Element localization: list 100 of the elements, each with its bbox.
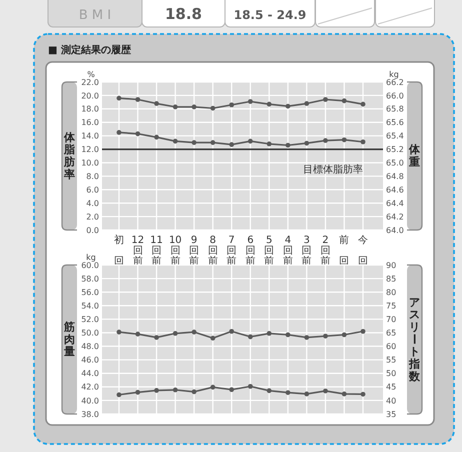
point bbox=[342, 98, 347, 104]
point bbox=[342, 332, 347, 338]
y2-tick-label: 66.2 bbox=[386, 78, 404, 87]
y2-tick-label: 65.8 bbox=[386, 104, 404, 114]
y-tick-label: 10.0 bbox=[81, 158, 99, 168]
y-tick-label: 2.0 bbox=[86, 212, 99, 222]
point bbox=[266, 102, 272, 107]
text: kg bbox=[389, 70, 399, 79]
point bbox=[192, 389, 196, 394]
point bbox=[154, 335, 159, 340]
y2-tick-label: 64.0 bbox=[386, 226, 404, 235]
y2-tick-label: 75 bbox=[386, 301, 396, 310]
y-tick-label: 52.0 bbox=[81, 314, 99, 324]
y2-tick-label: 40 bbox=[386, 396, 396, 406]
x-tick-label: 今回 bbox=[358, 234, 368, 267]
point bbox=[135, 390, 140, 395]
y2-tick-label: 64.4 bbox=[386, 198, 404, 208]
point bbox=[210, 336, 216, 341]
point bbox=[210, 106, 216, 111]
text: B M I bbox=[78, 8, 112, 23]
point bbox=[286, 104, 290, 109]
y-tick-label: 18.0 bbox=[81, 104, 99, 114]
y-axis-title: 体脂肪率 bbox=[63, 130, 76, 181]
point bbox=[360, 102, 366, 107]
y2-tick-label: 55 bbox=[386, 356, 396, 365]
x-tick-label: 前回 bbox=[339, 234, 350, 267]
y-tick-label: 4.0 bbox=[86, 198, 99, 208]
y2-tick-label: 90 bbox=[386, 260, 396, 270]
point bbox=[360, 328, 366, 334]
point bbox=[248, 384, 253, 389]
point bbox=[154, 134, 159, 140]
y-tick-label: 44.0 bbox=[81, 369, 99, 378]
point bbox=[192, 104, 196, 110]
point bbox=[266, 331, 272, 336]
y2-tick-label: 65.4 bbox=[386, 132, 404, 141]
text: kg bbox=[86, 253, 96, 262]
point bbox=[135, 131, 140, 136]
y-tick-label: 50.0 bbox=[81, 328, 99, 338]
point bbox=[116, 96, 122, 101]
y-tick-label: 0.0 bbox=[86, 226, 99, 235]
y-tick-label: 20.0 bbox=[81, 91, 99, 100]
point bbox=[323, 388, 328, 394]
y2-tick-label: 35 bbox=[386, 410, 396, 419]
y2-tick-label: 64.6 bbox=[386, 185, 404, 194]
point bbox=[342, 392, 347, 396]
y-tick-label: 40.0 bbox=[81, 396, 99, 406]
y2-tick-label: 45 bbox=[386, 382, 396, 392]
point bbox=[248, 99, 253, 104]
point bbox=[323, 97, 328, 102]
point bbox=[172, 138, 178, 144]
point bbox=[172, 331, 178, 336]
point bbox=[342, 137, 347, 142]
y-axis-title: 筋肉量 bbox=[63, 320, 75, 358]
y2-tick-label: 70 bbox=[386, 314, 396, 324]
point bbox=[116, 330, 122, 334]
y-tick-label: 60.0 bbox=[81, 260, 99, 270]
y2-tick-label: 65.6 bbox=[386, 118, 404, 128]
y2-tick-label: 64.8 bbox=[386, 172, 404, 181]
text: 18.5 - 24.9 bbox=[234, 8, 306, 22]
y2-tick-label: 65.0 bbox=[386, 158, 404, 168]
y-tick-label: 42.0 bbox=[81, 382, 99, 392]
y2-tick-label: 60 bbox=[386, 342, 396, 352]
y2-tick-label: 65 bbox=[386, 328, 396, 338]
x-tick-label: 初回 bbox=[114, 234, 124, 267]
y-tick-label: 6.0 bbox=[86, 185, 99, 194]
y2-tick-label: 80 bbox=[386, 288, 396, 297]
point bbox=[286, 142, 290, 148]
y-tick-label: 38.0 bbox=[81, 410, 99, 419]
point bbox=[154, 101, 159, 106]
point bbox=[304, 101, 310, 106]
point bbox=[323, 138, 328, 143]
y2-tick-label: 65.2 bbox=[386, 145, 404, 154]
point bbox=[192, 140, 196, 145]
y2-tick-label: 50 bbox=[386, 369, 396, 378]
point bbox=[229, 102, 234, 108]
chart-title: ■ 測定結果の履歴 bbox=[48, 44, 132, 56]
text: % bbox=[87, 70, 96, 79]
y-tick-label: 46.0 bbox=[81, 356, 99, 365]
point bbox=[229, 387, 234, 392]
point bbox=[286, 390, 290, 395]
point bbox=[360, 139, 366, 144]
point bbox=[116, 130, 122, 135]
y2-tick-label: 66.0 bbox=[386, 91, 404, 100]
ref-line-label: 目標体脂肪率 bbox=[303, 163, 363, 176]
y-tick-label: 54.0 bbox=[81, 301, 99, 310]
point bbox=[116, 392, 122, 398]
point bbox=[210, 140, 216, 145]
y-tick-label: 12.0 bbox=[81, 145, 99, 154]
y2-axis-title: アスリート指数 bbox=[407, 296, 421, 383]
y2-tick-label: 64.2 bbox=[386, 212, 404, 222]
point bbox=[323, 334, 328, 339]
y-tick-label: 56.0 bbox=[81, 288, 99, 297]
y2-tick-label: 85 bbox=[386, 274, 396, 284]
y-tick-label: 16.0 bbox=[81, 118, 99, 128]
text: 18.8 bbox=[164, 5, 202, 23]
point bbox=[172, 387, 178, 392]
point bbox=[304, 140, 310, 146]
point bbox=[192, 330, 196, 334]
point bbox=[172, 104, 178, 110]
point bbox=[210, 384, 216, 390]
